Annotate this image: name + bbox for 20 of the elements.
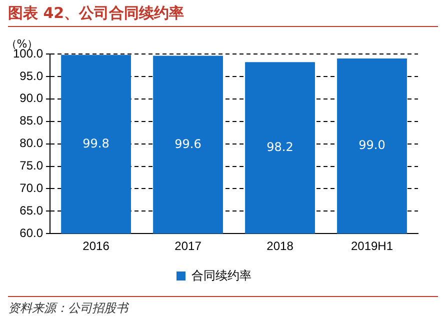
x-tick-label: 2018 — [266, 239, 294, 254]
legend-label: 合同续约率 — [192, 268, 252, 282]
y-tick-label: 60.0 — [20, 226, 44, 240]
text: 98.2 — [266, 140, 294, 154]
text: 99.8 — [82, 136, 110, 150]
text: 99.6 — [174, 136, 202, 151]
y-axis-title: （%） — [6, 37, 38, 50]
y-tick-label: 90.0 — [20, 91, 44, 106]
x-tick-label: 2016 — [82, 239, 110, 254]
y-tick-label: 75.0 — [20, 158, 44, 173]
text: 99.0 — [358, 138, 386, 152]
x-tick-label: 2019H1 — [350, 239, 394, 254]
y-tick-label: 85.0 — [20, 114, 44, 128]
y-tick-label: 65.0 — [20, 203, 44, 218]
x-tick-label: 2017 — [174, 239, 202, 254]
y-tick-label: 95.0 — [20, 68, 44, 83]
y-tick-label: 80.0 — [20, 136, 44, 150]
text: 资料来源：公司招股书 — [8, 296, 438, 317]
y-tick-label: 70.0 — [20, 181, 44, 196]
chart-title: 图表 42、公司合同续约率 — [8, 4, 438, 27]
